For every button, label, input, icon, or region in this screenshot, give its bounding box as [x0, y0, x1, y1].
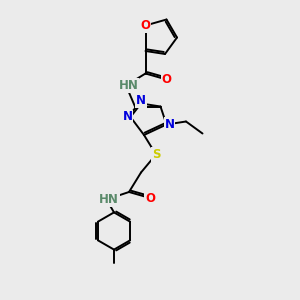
Text: HN: HN: [99, 193, 119, 206]
Text: N: N: [122, 110, 133, 124]
Text: S: S: [152, 148, 160, 161]
Text: N: N: [136, 94, 146, 107]
Text: O: O: [145, 191, 155, 205]
Text: O: O: [161, 73, 172, 86]
Text: HN: HN: [118, 79, 138, 92]
Text: N: N: [164, 118, 175, 131]
Text: O: O: [140, 19, 151, 32]
